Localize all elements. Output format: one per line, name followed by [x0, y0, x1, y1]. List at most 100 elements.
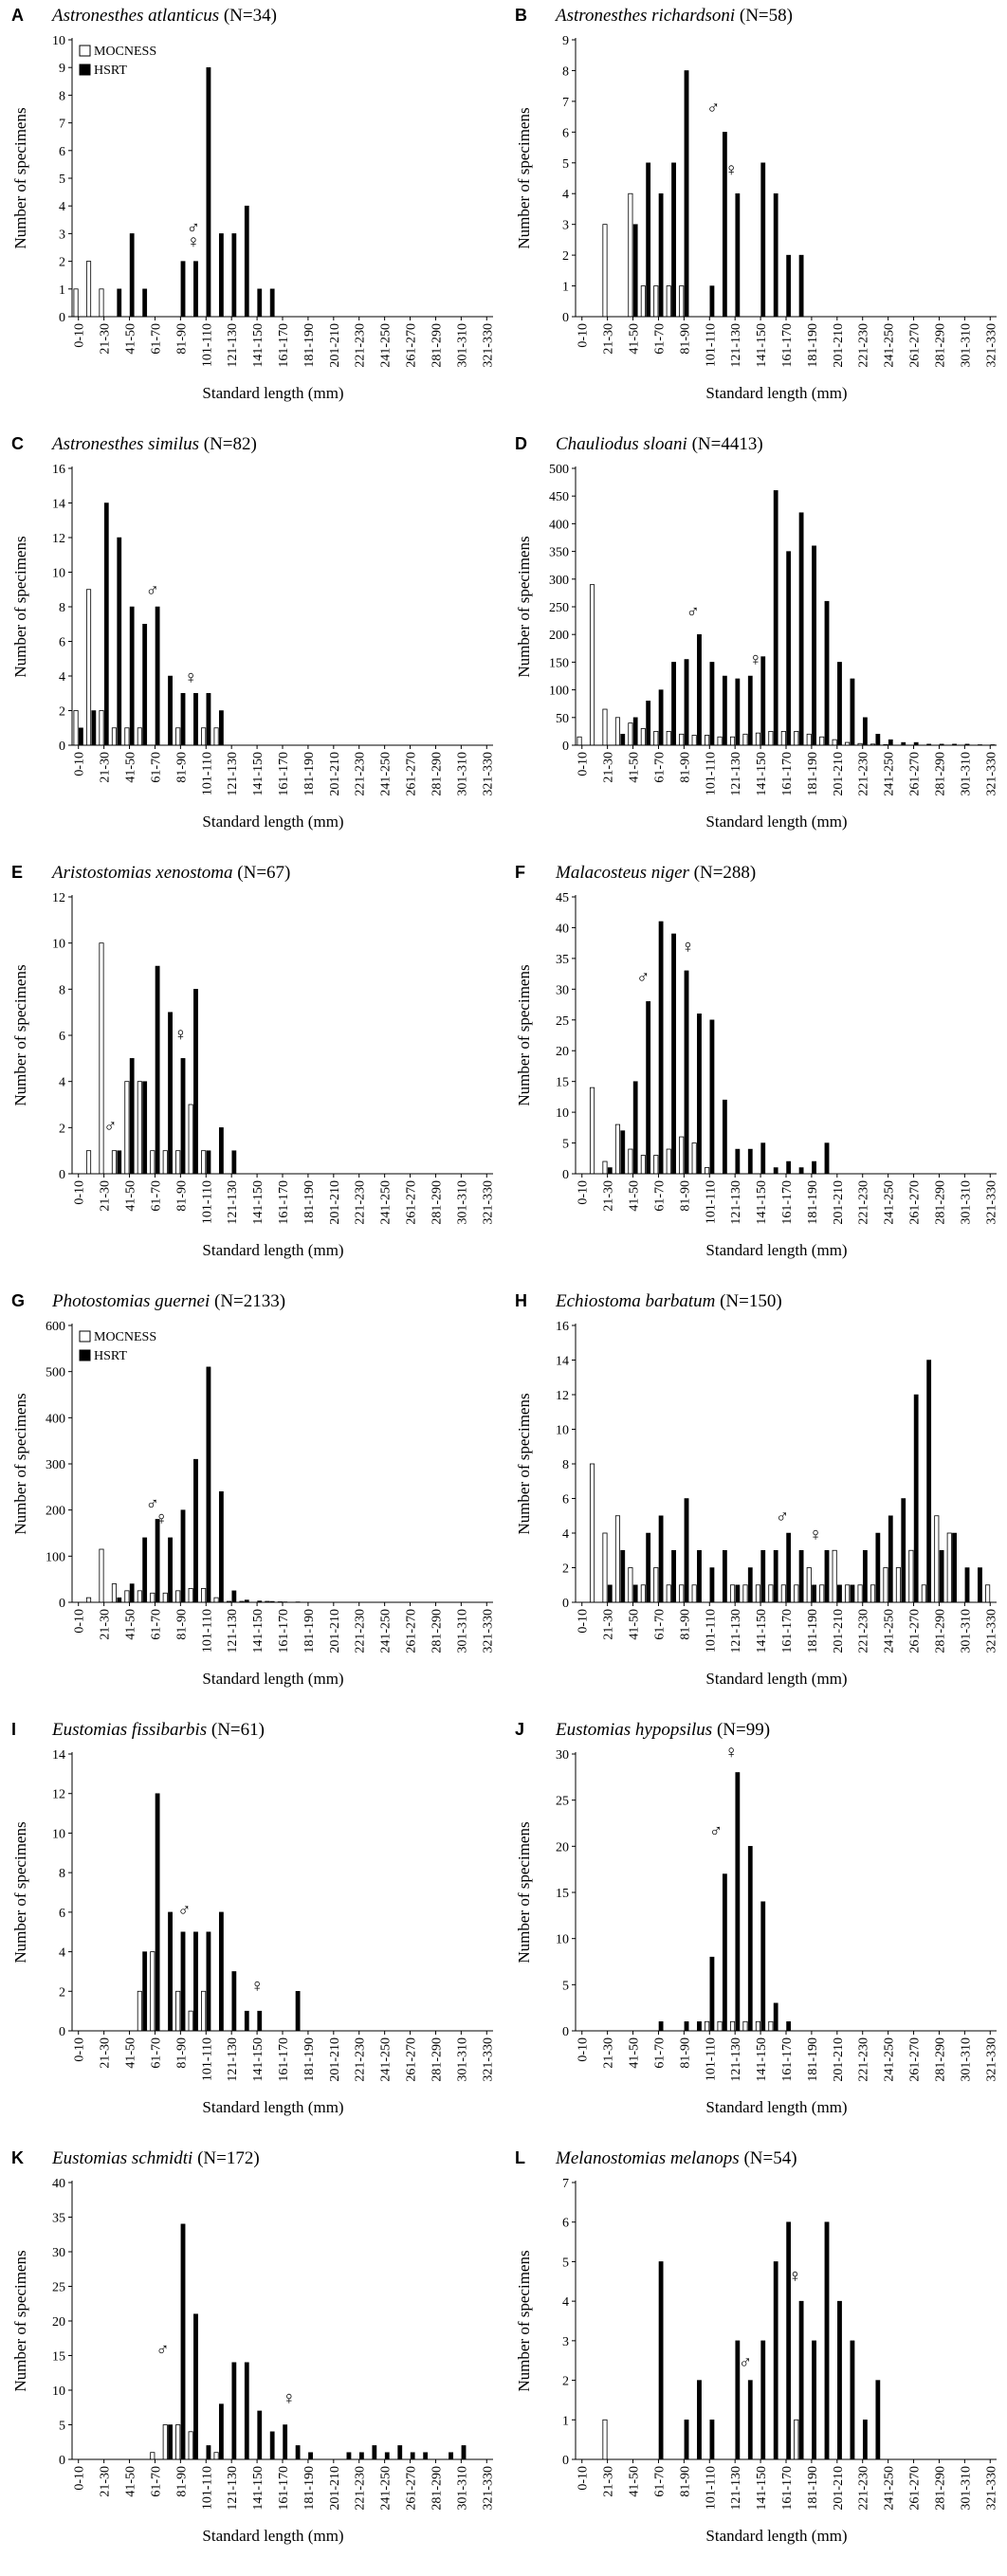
bar-mocness-131-140	[742, 2020, 748, 2032]
bar-mocness-21-30	[602, 224, 608, 318]
y-tick-label: 2	[562, 2375, 569, 2389]
bar-mocness-91-100	[188, 1587, 193, 1603]
bar-hsrt-91-100	[697, 2380, 702, 2460]
female-symbol: ♀	[187, 232, 200, 252]
chart-svg-k: K Eustomias schmidti (N=172) 0 5 10 15 20 25 30 3…	[11, 2148, 495, 2545]
y-tick-label: 6	[59, 636, 65, 650]
x-tick-label: 241-250	[379, 323, 394, 368]
x-tick-label: 41-50	[124, 1609, 138, 1640]
specimen-count: (N=4413)	[687, 434, 763, 454]
x-tick-label: 281-290	[933, 2466, 947, 2511]
bar-hsrt-251-260	[901, 1498, 906, 1603]
x-tick-label: 81-90	[678, 323, 692, 355]
bar-mocness-91-100	[188, 2010, 193, 2032]
female-symbol: ♀	[250, 1976, 264, 1996]
bar-mocness-51-60	[640, 1155, 646, 1175]
bar-mocness-31-40	[614, 1124, 620, 1175]
chart-title: Echiostoma barbatum (N=150)	[555, 1291, 782, 1311]
bar-hsrt-181-190	[812, 545, 816, 746]
x-tick-label: 321-330	[984, 1180, 998, 1225]
x-tick-label: 301-310	[959, 1609, 973, 1653]
x-tick-label: 221-230	[857, 752, 871, 796]
bar-hsrt-151-160	[269, 2431, 275, 2460]
chart-title: Chauliodus sloani (N=4413)	[556, 434, 763, 454]
bar-mocness-71-80	[666, 1584, 671, 1603]
bar-mocness-61-70	[150, 1592, 156, 1603]
bar-hsrt-101-110	[709, 1956, 715, 2032]
chart-svg-l: L Melanostomias melanops (N=54) 0 1 2 3 4 5 6 7 Nu…	[515, 2148, 998, 2545]
chart-panel-g: G Photostomias guernei (N=2133) 0 100 200 300…	[0, 1286, 504, 1714]
y-tick-label: 600	[46, 1320, 65, 1334]
female-symbol: ♀	[749, 649, 762, 669]
y-tick-label: 15	[52, 2350, 65, 2365]
specimen-count: (N=99)	[712, 1720, 770, 1740]
legend-mocness-swatch	[79, 45, 91, 57]
y-tick-label: 10	[52, 938, 65, 952]
bar-hsrt-91-100	[697, 2021, 702, 2032]
bar-mocness-281-290	[934, 1515, 940, 1603]
panel-letter: A	[11, 6, 24, 25]
species-name: Chauliodus sloani	[556, 434, 687, 454]
x-tick-label: 321-330	[984, 2037, 998, 2082]
bar-mocness-81-90	[175, 1150, 181, 1175]
chart-svg-g: G Photostomias guernei (N=2133) 0 100 200 300…	[11, 1291, 495, 1688]
y-tick-label: 500	[46, 1366, 65, 1380]
bar-hsrt-161-170	[786, 2021, 792, 2032]
x-tick-label: 201-210	[832, 1609, 846, 1653]
bar-hsrt-191-200	[824, 1550, 830, 1603]
y-axis-label: Number of specimens	[515, 1821, 533, 1963]
y-tick-label: 2	[59, 705, 65, 720]
bar-hsrt-81-90	[684, 2420, 689, 2460]
y-tick-label: 0	[562, 311, 569, 325]
x-tick-label: 0-10	[73, 2466, 87, 2491]
bar-hsrt-51-60	[142, 1537, 148, 1603]
y-tick-label: 12	[52, 1788, 65, 1802]
y-axis-label: Number of specimens	[515, 1393, 533, 1534]
species-name: Melanostomias melanops	[555, 2148, 740, 2168]
x-tick-label: 141-150	[755, 1180, 769, 1225]
chart-panel-b: B Astronesthes richardsoni (N=58) 0 1 2 3 4 5 6 7…	[504, 0, 1007, 429]
x-tick-label: 221-230	[857, 2466, 871, 2511]
y-tick-label: 0	[562, 1597, 569, 1611]
x-tick-label: 141-150	[755, 2466, 769, 2511]
panel-letter: B	[515, 6, 527, 25]
bar-hsrt-211-220	[850, 678, 855, 746]
bar-hsrt-241-250	[888, 739, 893, 746]
x-tick-label: 301-310	[455, 1180, 469, 1225]
bar-hsrt-81-90	[684, 659, 689, 746]
bar-mocness-91-100	[691, 1142, 697, 1175]
bar-hsrt-101-110	[709, 285, 715, 318]
x-tick-label: 281-290	[933, 1609, 947, 1653]
y-tick-label: 150	[549, 656, 569, 670]
male-symbol: ♂	[146, 581, 159, 601]
bar-mocness-111-120	[213, 1597, 219, 1603]
bar-hsrt-161-170	[283, 2424, 288, 2460]
chart-svg-c: C Astronesthes similus (N=82)024681012141…	[11, 434, 495, 831]
y-tick-label: 8	[59, 89, 65, 103]
bar-hsrt-101-110	[206, 66, 211, 318]
bar-hsrt-61-70	[658, 2021, 664, 2032]
x-tick-label: 321-330	[481, 2466, 495, 2511]
chart-title: Malacosteus niger (N=288)	[555, 863, 756, 883]
bar-hsrt-41-50	[129, 1583, 135, 1603]
x-tick-label: 301-310	[455, 752, 469, 796]
x-tick-label: 161-170	[277, 1609, 291, 1653]
x-axis-label: Standard length (mm)	[705, 384, 847, 402]
bar-hsrt-171-180	[798, 254, 804, 318]
x-tick-label: 21-30	[99, 2037, 113, 2069]
y-tick-label: 12	[52, 532, 65, 546]
y-axis-label: Number of specimens	[515, 536, 533, 677]
x-tick-label: 241-250	[883, 323, 897, 368]
x-tick-label: 21-30	[99, 1609, 113, 1640]
chart-title: Eustomias fissibarbis (N=61)	[51, 1720, 265, 1740]
x-tick-label: 261-270	[908, 2037, 923, 2082]
x-tick-label: 41-50	[124, 2466, 138, 2497]
bar-mocness-101-110	[201, 727, 207, 746]
bar-hsrt-71-80	[671, 933, 676, 1175]
bar-hsrt-221-230	[358, 2452, 364, 2460]
bar-hsrt-161-170	[786, 1532, 792, 1603]
bar-hsrt-171-180	[798, 2300, 804, 2460]
legend-hsrt-swatch	[79, 1349, 91, 1361]
chart-panel-l: L Melanostomias melanops (N=54) 0 1 2 3 4 5 6 7 Nu…	[504, 2143, 1007, 2571]
bar-hsrt-51-60	[142, 1951, 148, 2032]
